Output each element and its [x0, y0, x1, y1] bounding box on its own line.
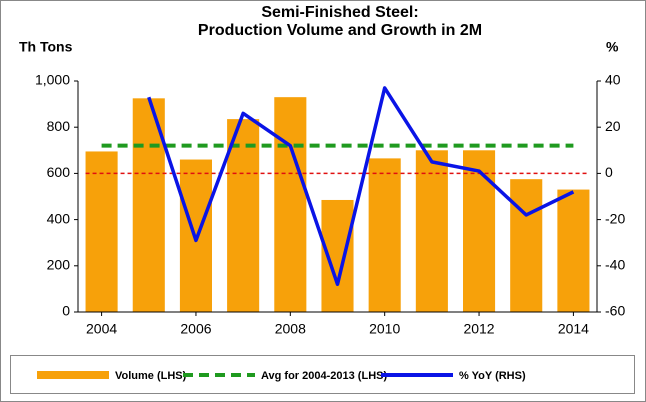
- bar: [557, 189, 590, 312]
- x-tick-label: 2010: [369, 321, 400, 337]
- y2-tick-label: 0: [605, 164, 613, 180]
- bar: [227, 119, 260, 313]
- y-axis-label: Th Tons: [19, 39, 73, 55]
- legend-label: % YoY (RHS): [459, 370, 526, 382]
- y-tick-label: 1,000: [35, 72, 70, 88]
- bar: [463, 150, 496, 312]
- bar: [368, 158, 401, 312]
- chart-title: Semi-Finished Steel:: [261, 4, 418, 21]
- legend-label: Avg for 2004-2013 (LHS): [261, 370, 387, 382]
- y2-tick-label: -40: [605, 257, 625, 273]
- y2-tick-label: 20: [605, 118, 621, 134]
- x-tick-label: 2012: [463, 321, 494, 337]
- yoy-line: [147, 86, 575, 287]
- y-tick-label: 200: [47, 257, 71, 273]
- bar: [274, 97, 307, 312]
- y2-tick-label: -20: [605, 210, 625, 226]
- y2-axis-label: %: [606, 39, 619, 55]
- y-tick-label: 400: [47, 210, 71, 226]
- x-tick-label: 2008: [275, 321, 306, 337]
- y-tick-label: 800: [47, 118, 71, 134]
- x-tick-label: 2014: [558, 321, 589, 337]
- chart-subtitle: Production Volume and Growth in 2M: [198, 22, 482, 39]
- bar: [415, 150, 448, 312]
- legend-box: [10, 355, 635, 394]
- y2-tick-label: 40: [605, 72, 621, 88]
- x-tick-label: 2006: [180, 321, 211, 337]
- bar: [85, 151, 118, 312]
- y-tick-label: 0: [62, 303, 70, 319]
- legend-label: Volume (LHS): [115, 370, 187, 382]
- bar: [510, 179, 543, 312]
- y-tick-label: 600: [47, 164, 71, 180]
- y2-tick-label: -60: [605, 303, 625, 319]
- x-tick-label: 2004: [86, 321, 117, 337]
